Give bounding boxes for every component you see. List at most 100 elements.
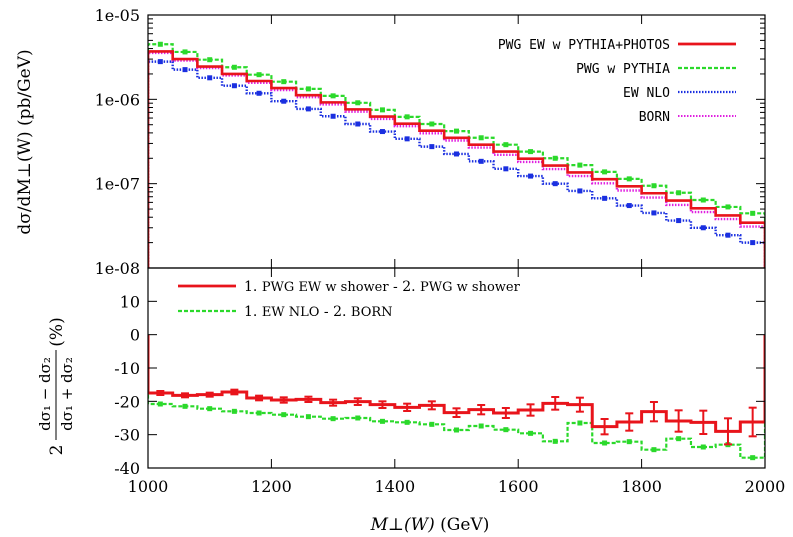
data-point-pwg-w-pythia-16 bbox=[552, 155, 558, 161]
top-plot-frame bbox=[147, 14, 766, 269]
legend-label-pwg-pythia: PWG w PYTHIA bbox=[576, 62, 670, 77]
x-tick-label-1800: 1800 bbox=[621, 477, 662, 496]
data-point-ew-nlo-19 bbox=[626, 203, 632, 209]
x-axis-label: M⊥(W) (GeV) bbox=[370, 515, 490, 535]
ylabel-numerator: dσ₁ − dσ₂ bbox=[36, 357, 54, 431]
data-point-pwg-w-pythia-10 bbox=[404, 114, 410, 120]
data-point-ew-nlo-born-2 bbox=[207, 406, 213, 412]
x-tick-label-1400: 1400 bbox=[374, 477, 415, 496]
data-point-pwg-w-pythia-13 bbox=[478, 135, 484, 141]
legend-label-shower-diff: 1. PWG EW w shower - 2. PWG w shower bbox=[244, 279, 521, 295]
data-point-ew-nlo-born-1 bbox=[182, 403, 188, 409]
data-point-pwg-w-pythia-22 bbox=[700, 197, 706, 203]
series-line-born bbox=[148, 51, 765, 268]
data-point-ew-nlo-born-10 bbox=[404, 419, 410, 425]
data-point-ew-nlo-24 bbox=[750, 240, 756, 246]
legend-label-pwg-ew-pythia-photos: PWG EW w PYTHIA+PHOTOS bbox=[498, 38, 670, 53]
data-point-pwg-w-pythia-20 bbox=[651, 183, 657, 189]
data-point-ew-nlo-9 bbox=[379, 129, 385, 135]
data-point-ew-nlo-born-22 bbox=[700, 444, 706, 450]
data-point-ew-nlo-born-15 bbox=[528, 430, 534, 436]
y-tick-label-1e-08: 1e-08 bbox=[95, 259, 140, 278]
data-point-ew-nlo-born-3 bbox=[231, 408, 237, 414]
bottom-plot-frame bbox=[147, 267, 766, 469]
y-tick-label-1e-07: 1e-07 bbox=[95, 175, 140, 194]
data-point-ew-nlo-14 bbox=[503, 166, 509, 172]
data-point-pwg-w-pythia-6 bbox=[305, 86, 311, 92]
data-point-pwg-w-pythia-1 bbox=[182, 49, 188, 55]
data-point-pwg-w-pythia-3 bbox=[231, 64, 237, 70]
data-point-ew-nlo-born-4 bbox=[256, 410, 262, 416]
y-tick-label-10: 10 bbox=[120, 292, 140, 311]
top-panel: 1e-08 1e-07 1e-06 1e-05 PWG EW w PYTHIA+PHO… bbox=[15, 6, 766, 278]
data-point-ew-nlo-16 bbox=[552, 181, 558, 187]
data-point-pwg-w-pythia-12 bbox=[454, 128, 459, 134]
data-point-ew-nlo-born-14 bbox=[503, 427, 509, 433]
data-point-pwg-w-pythia-5 bbox=[281, 79, 287, 85]
data-point-ew-nlo-8 bbox=[355, 121, 361, 127]
data-point-ew-nlo-10 bbox=[404, 136, 410, 142]
data-point-ew-nlo-born-24 bbox=[750, 455, 756, 461]
data-point-ew-nlo-23 bbox=[725, 232, 731, 238]
data-point-ew-nlo-7 bbox=[330, 113, 336, 119]
data-point-ew-nlo-1 bbox=[182, 67, 188, 73]
x-tick-label-1200: 1200 bbox=[251, 477, 292, 496]
data-point-pwg-w-pythia-11 bbox=[429, 121, 435, 127]
bottom-y-ticks: -40 -30 -20 -10 0 10 bbox=[114, 292, 765, 478]
ylabel-denominator: dσ₁ + dσ₂ bbox=[58, 357, 76, 431]
data-point-pwg-w-pythia-23 bbox=[725, 204, 731, 210]
data-point-ew-nlo-born-19 bbox=[626, 439, 632, 445]
data-point-pwg-w-pythia-14 bbox=[503, 142, 509, 148]
top-legend: PWG EW w PYTHIA+PHOTOS PWG w PYTHIA EW N… bbox=[498, 38, 736, 125]
data-point-ew-nlo-born-7 bbox=[330, 416, 336, 422]
y-tick-label--20: -20 bbox=[114, 392, 140, 411]
data-point-ew-nlo-5 bbox=[281, 98, 287, 104]
data-point-pwg-w-pythia-21 bbox=[676, 190, 682, 196]
data-point-pwg-w-pythia-15 bbox=[528, 149, 534, 155]
y-tick-label--30: -30 bbox=[114, 426, 140, 445]
data-point-pwg-w-pythia-24 bbox=[750, 210, 756, 216]
legend-label-ew-nlo: EW NLO bbox=[623, 86, 670, 101]
data-point-ew-nlo-4 bbox=[256, 90, 262, 96]
series-line-ew-nlo-born bbox=[148, 334, 765, 459]
data-point-ew-nlo-born-18 bbox=[602, 440, 608, 446]
data-point-pwg-w-pythia-19 bbox=[626, 176, 632, 182]
data-point-ew-nlo-13 bbox=[478, 158, 484, 164]
y-tick-label--40: -40 bbox=[114, 459, 140, 478]
bottom-panel: -40 -30 -20 -10 0 10 1000 1200 1400 1600 1800 2000… bbox=[36, 15, 785, 535]
series-line-ew-nlo bbox=[148, 60, 765, 268]
data-point-pwg-w-pythia-18 bbox=[602, 169, 608, 175]
legend-label-nlo-born-diff: 1. EW NLO - 2. BORN bbox=[244, 304, 393, 320]
data-point-ew-nlo-0 bbox=[157, 59, 163, 65]
series-line-pwg-ew-w-pythia-photos bbox=[148, 50, 765, 268]
data-point-pwg-w-pythia-2 bbox=[207, 57, 213, 63]
data-point-ew-nlo-born-9 bbox=[379, 418, 385, 424]
data-point-ew-nlo-17 bbox=[577, 188, 583, 194]
data-point-pwg-w-pythia-8 bbox=[355, 100, 361, 106]
data-point-ew-nlo-15 bbox=[528, 173, 534, 179]
x-tick-label-1600: 1600 bbox=[498, 477, 539, 496]
bottom-legend: 1. PWG EW w shower - 2. PWG w shower 1. … bbox=[178, 279, 521, 320]
data-point-ew-nlo-born-21 bbox=[676, 436, 682, 442]
top-y-axis-label: dσ/dM⊥(W) (pb/GeV) bbox=[15, 49, 35, 234]
ylabel-prefix: 2 bbox=[47, 445, 67, 456]
data-point-ew-nlo-11 bbox=[429, 144, 435, 150]
data-point-ew-nlo-born-16 bbox=[552, 438, 558, 444]
data-point-ew-nlo-21 bbox=[676, 218, 682, 224]
y-tick-label-1e-05: 1e-05 bbox=[95, 6, 140, 25]
y-tick-label--10: -10 bbox=[114, 359, 140, 378]
data-point-pwg-w-pythia-17 bbox=[577, 162, 583, 168]
data-point-ew-nlo-born-8 bbox=[355, 415, 361, 421]
data-point-ew-nlo-2 bbox=[207, 75, 213, 81]
legend-label-born: BORN bbox=[639, 110, 670, 125]
data-point-ew-nlo-born-0 bbox=[157, 401, 163, 407]
data-point-pwg-w-pythia-7 bbox=[330, 93, 336, 99]
ylabel-suffix: (%) bbox=[47, 317, 67, 346]
data-point-ew-nlo-22 bbox=[700, 225, 706, 231]
data-point-ew-nlo-born-20 bbox=[651, 447, 657, 453]
y-tick-label-1e-06: 1e-06 bbox=[95, 90, 140, 109]
data-point-ew-nlo-born-13 bbox=[478, 423, 484, 429]
data-point-ew-nlo-12 bbox=[454, 151, 459, 157]
data-point-ew-nlo-3 bbox=[231, 83, 237, 89]
